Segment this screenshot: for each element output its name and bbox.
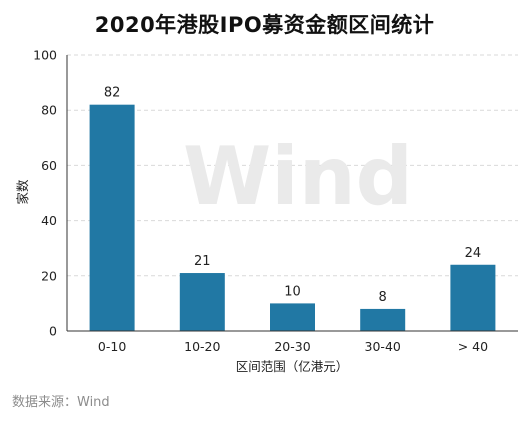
bar <box>270 303 315 331</box>
bars <box>89 104 496 332</box>
y-axis-title: 家数 <box>15 179 30 205</box>
y-tick-label: 20 <box>41 268 57 283</box>
watermark-logo: Wind <box>183 130 413 223</box>
data-label: 24 <box>465 246 482 261</box>
y-tick-label: 80 <box>41 103 57 118</box>
data-label: 21 <box>194 254 211 269</box>
y-tick-label: 40 <box>41 213 57 228</box>
source-note: 数据来源：Wind <box>12 395 110 410</box>
data-label: 10 <box>284 284 301 299</box>
bar <box>450 264 496 331</box>
y-tick-labels: 0 20 40 60 80 100 <box>33 48 57 339</box>
chart-title: 2020年港股IPO募资金额区间统计 <box>94 13 435 37</box>
grid-lines <box>67 54 518 277</box>
x-tick-labels: 0-10 10-20 20-30 30-40 > 40 <box>98 339 488 354</box>
x-axis-title: 区间范围（亿港元） <box>236 359 349 374</box>
x-tick-label: 30-40 <box>365 339 401 354</box>
x-tick-label: 10-20 <box>184 339 220 354</box>
bar <box>179 273 225 331</box>
data-label: 82 <box>104 86 121 101</box>
x-tick-label: 20-30 <box>274 339 310 354</box>
data-labels: 82 21 10 8 24 <box>104 86 481 305</box>
y-tick-label: 0 <box>49 324 57 339</box>
y-tick-label: 60 <box>41 158 57 173</box>
x-tick-label: > 40 <box>458 339 488 354</box>
bar <box>360 308 406 331</box>
x-tick-label: 0-10 <box>98 339 126 354</box>
y-tick-label: 100 <box>33 48 57 63</box>
bar <box>89 104 135 332</box>
data-label: 8 <box>379 290 387 305</box>
